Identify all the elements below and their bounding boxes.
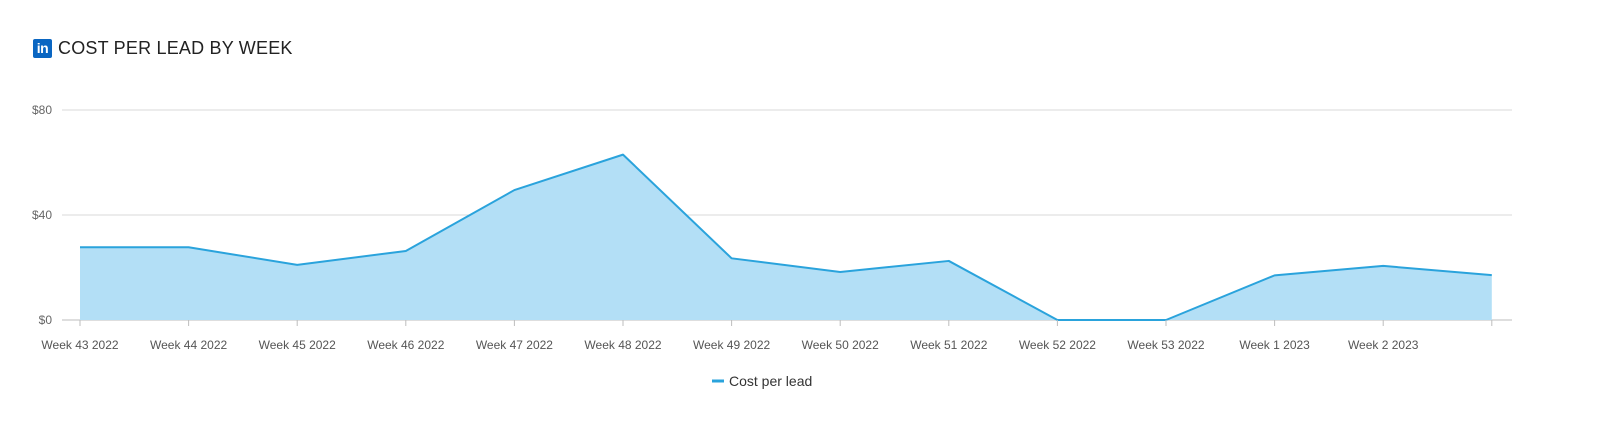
legend-label[interactable]: Cost per lead: [729, 373, 812, 389]
x-tick-label: Week 52 2022: [1019, 338, 1096, 352]
legend[interactable]: Cost per lead: [712, 373, 812, 389]
area-fill: [80, 154, 1492, 320]
y-tick-label: $0: [39, 313, 53, 327]
x-tick-label: Week 51 2022: [910, 338, 987, 352]
x-tick-label: Week 53 2022: [1127, 338, 1204, 352]
y-tick-label: $80: [32, 103, 52, 117]
y-axis-ticks: $0 $40 $80: [32, 103, 52, 327]
x-tick-label: Week 45 2022: [259, 338, 336, 352]
x-axis-ticks: Week 43 2022 Week 44 2022 Week 45 2022 Week…: [41, 320, 1493, 352]
x-tick-label: Week 44 2022: [150, 338, 227, 352]
x-tick-label: Week 49 2022: [693, 338, 770, 352]
x-tick-label: Week 2 2023: [1348, 338, 1419, 352]
x-tick-label: Week 1 2023: [1239, 338, 1310, 352]
x-tick-label: Week 48 2022: [584, 338, 661, 352]
linkedin-icon: in: [33, 38, 52, 58]
x-tick-label: Week 47 2022: [476, 338, 553, 352]
series-area: [79, 153, 1492, 321]
x-tick-label: Week 43 2022: [41, 338, 118, 352]
x-tick-label: Week 46 2022: [367, 338, 444, 352]
series-line: [80, 153, 1492, 321]
y-tick-label: $40: [32, 208, 52, 222]
chart-title: COST PER LEAD BY WEEK: [58, 37, 293, 58]
chart-header: in COST PER LEAD BY WEEK: [33, 37, 293, 59]
x-tick-label: Week 50 2022: [802, 338, 879, 352]
